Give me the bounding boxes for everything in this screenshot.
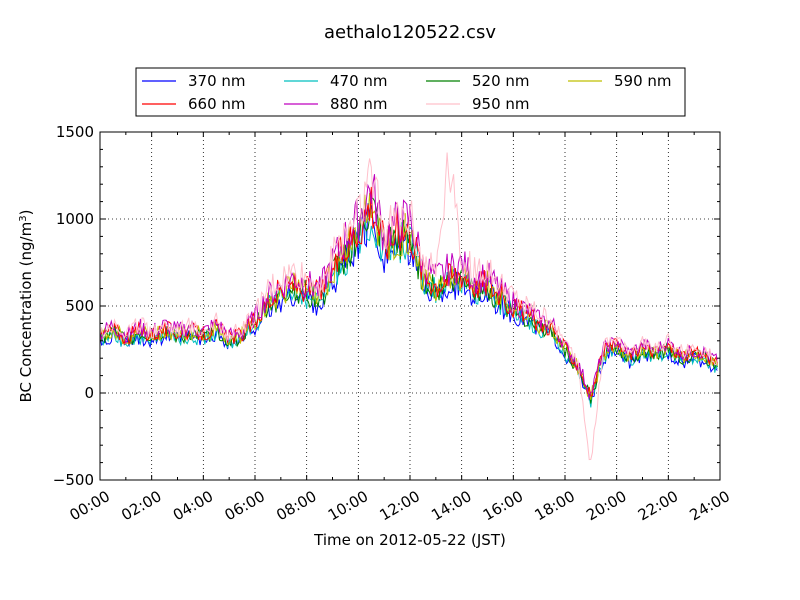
y-tick-label: 500 <box>65 297 94 315</box>
series-line-880-nm <box>99 174 718 400</box>
y-axis-label-superscript: 3 <box>18 215 29 221</box>
y-tick-label: 1500 <box>56 123 94 141</box>
axis-ticks <box>99 131 721 481</box>
y-tick-label: 0 <box>84 384 94 402</box>
legend-label: 370 nm <box>188 72 246 90</box>
y-tick-label: 1000 <box>56 210 94 228</box>
legend-label: 880 nm <box>330 95 388 113</box>
legend-label: 590 nm <box>614 72 672 90</box>
series-line-520-nm <box>99 194 718 404</box>
series-line-950-nm <box>99 152 718 461</box>
y-axis-label-close: ) <box>17 210 35 216</box>
x-axis-label: Time on 2012-05-22 (JST) <box>313 531 506 549</box>
legend-box <box>135 67 686 117</box>
y-tick-label: −500 <box>53 471 94 489</box>
y-axis-label: BC Concentration (ng/m3) <box>17 210 35 403</box>
series-lines <box>99 152 718 461</box>
y-axis-label-main: BC Concentration (ng/m <box>17 222 35 403</box>
legend-label: 950 nm <box>472 95 530 113</box>
grid-lines <box>100 132 720 480</box>
legend-label: 660 nm <box>188 95 246 113</box>
legend: 370 nm 470 nm 520 nm 590 nm 660 nm 880 nm 950 … <box>135 67 686 117</box>
legend-label: 520 nm <box>472 72 530 90</box>
series-line-660-nm <box>99 186 718 397</box>
y-tick-labels: −500 0 500 1000 1500 <box>53 123 94 489</box>
legend-label: 470 nm <box>330 72 388 90</box>
chart-title: aethalo120522.csv <box>324 22 496 43</box>
